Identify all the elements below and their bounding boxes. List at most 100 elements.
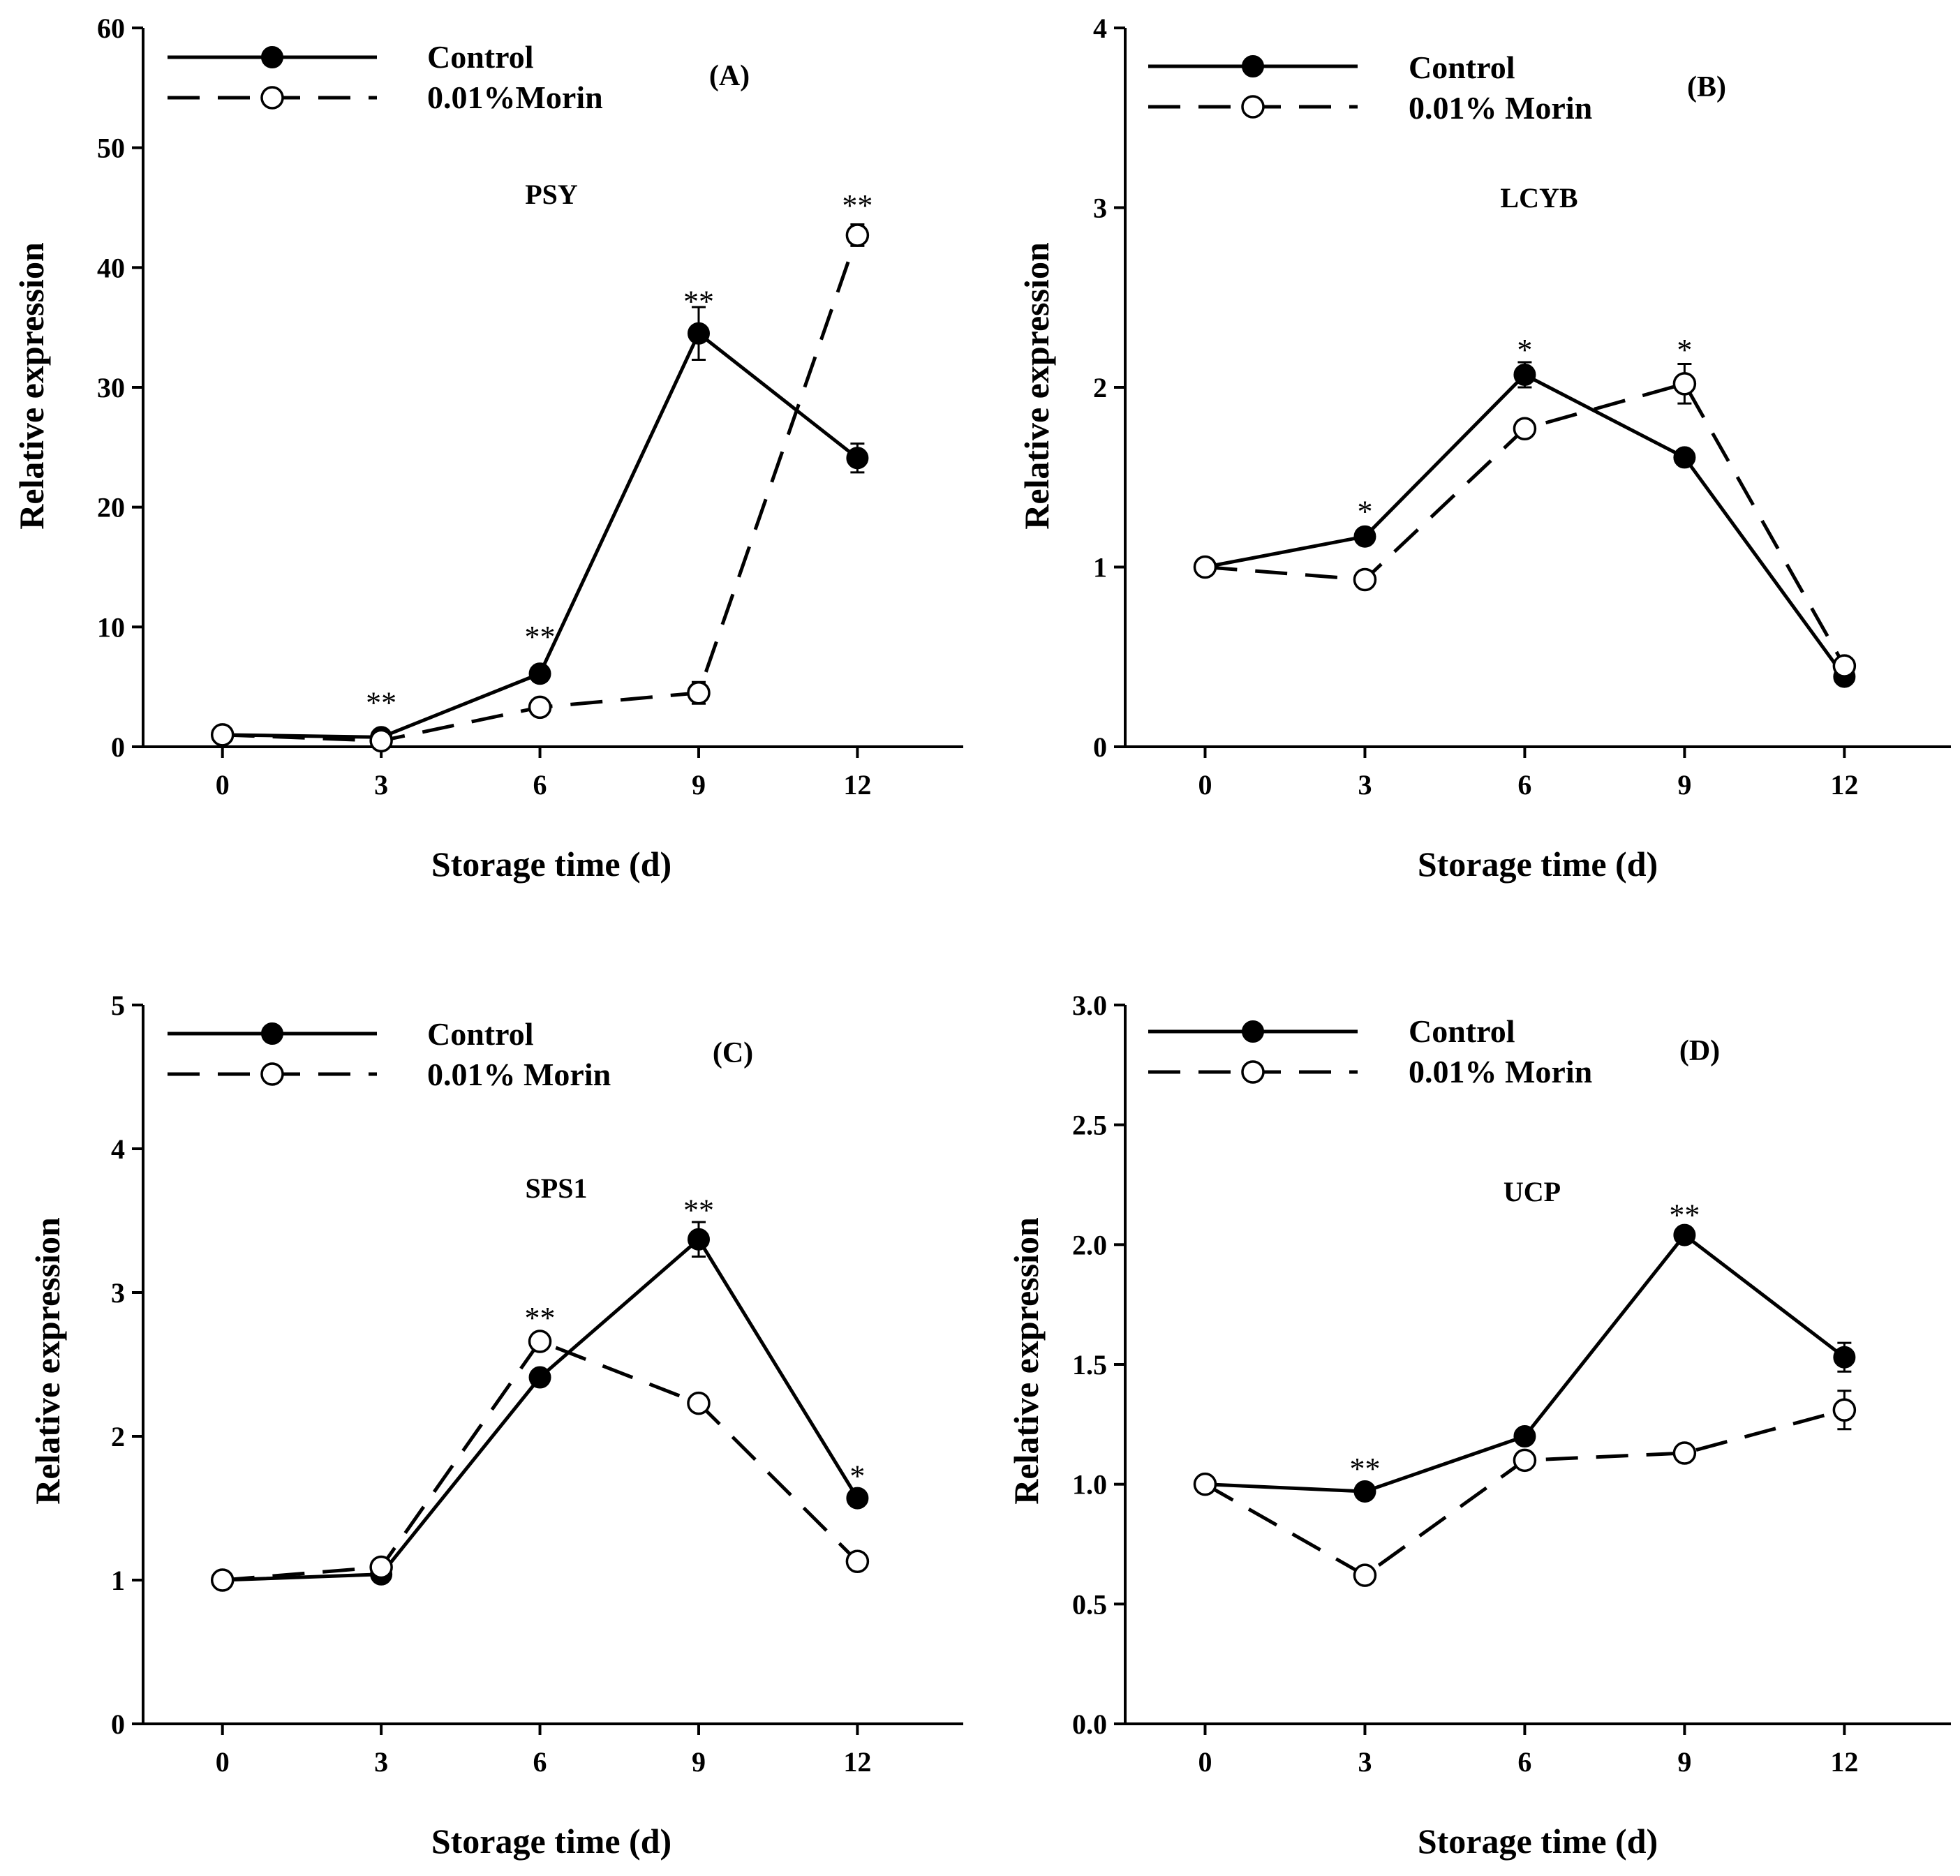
x-tick-label: 9 (692, 1746, 706, 1778)
data-point-control (1353, 525, 1376, 548)
gene-label: PSY (525, 179, 578, 210)
y-tick-label: 1 (1093, 552, 1107, 583)
x-tick-label: 3 (1358, 769, 1372, 801)
series-line-morin (222, 1339, 859, 1582)
x-tick-label: 6 (1517, 769, 1531, 801)
data-point-morin (1672, 1441, 1697, 1465)
significance-marker: * (849, 1459, 865, 1494)
y-tick-label: 0 (111, 731, 125, 763)
legend-label-morin: 0.01%Morin (427, 80, 603, 115)
x-tick-label: 6 (533, 1746, 547, 1778)
data-point-morin (1513, 417, 1537, 440)
y-tick-label: 2.5 (1072, 1110, 1107, 1141)
x-tick-label: 6 (1517, 1746, 1531, 1778)
data-point-control (1513, 363, 1536, 386)
significance-marker: ** (366, 685, 396, 720)
y-axis-label: Relative expression (28, 1217, 67, 1505)
y-tick-label: 5 (111, 990, 125, 1021)
data-point-morin (369, 1555, 393, 1579)
legend-marker-morin (1241, 1060, 1265, 1084)
significance-marker: ** (525, 620, 556, 654)
gene-label: LCYB (1500, 182, 1577, 214)
y-tick-label: 30 (97, 372, 125, 403)
panel-label: (A) (709, 60, 750, 92)
data-point-morin (1193, 1472, 1217, 1496)
legend-marker-control (1242, 55, 1264, 77)
legend-label-morin: 0.01% Morin (1409, 1054, 1592, 1089)
y-tick-label: 4 (111, 1133, 125, 1165)
y-tick-label: 0 (1093, 731, 1107, 763)
data-point-control (1833, 1346, 1856, 1369)
significance-marker: ** (525, 1301, 556, 1335)
data-point-morin (1353, 567, 1377, 592)
y-tick-label: 2 (111, 1421, 125, 1452)
x-tick-label: 3 (1358, 1746, 1372, 1778)
legend-label-morin: 0.01% Morin (1409, 90, 1592, 126)
significance-marker: ** (683, 284, 714, 318)
significance-marker: ** (1349, 1452, 1380, 1486)
y-tick-label: 40 (97, 252, 125, 283)
significance-marker: * (1677, 333, 1692, 367)
y-tick-label: 2.0 (1072, 1229, 1107, 1260)
data-point-control (846, 1487, 869, 1510)
gene-label: SPS1 (526, 1172, 588, 1204)
legend-marker-morin (260, 1062, 284, 1086)
legend-marker-morin (260, 86, 284, 110)
y-tick-label: 1.5 (1072, 1349, 1107, 1380)
y-tick-label: 20 (97, 492, 125, 523)
x-axis-label: Storage time (d) (1418, 1822, 1658, 1861)
data-point-control (846, 447, 869, 470)
y-tick-label: 50 (97, 133, 125, 164)
x-tick-label: 3 (374, 1746, 388, 1778)
data-point-morin (1672, 372, 1697, 396)
y-tick-label: 0.0 (1072, 1708, 1107, 1740)
y-tick-label: 3.0 (1072, 990, 1107, 1021)
x-axis-label: Storage time (d) (431, 844, 671, 884)
y-tick-label: 0 (111, 1708, 125, 1740)
panel-label: (C) (713, 1037, 753, 1069)
panel-label: (B) (1687, 71, 1726, 103)
x-tick-label: 9 (1677, 769, 1691, 801)
legend-label-control: Control (427, 39, 534, 75)
x-axis-label: Storage time (d) (431, 1822, 671, 1861)
data-point-morin (1513, 1448, 1537, 1473)
x-tick-label: 12 (843, 769, 871, 801)
panel-d: UCP (D) Storage time (d) Relative expres… (1007, 990, 1951, 1861)
data-point-morin (210, 723, 235, 747)
data-point-morin (1193, 555, 1217, 579)
data-point-morin (1832, 654, 1857, 678)
data-point-morin (528, 695, 552, 720)
data-point-morin (687, 681, 711, 705)
y-tick-label: 2 (1093, 372, 1107, 403)
data-point-morin (528, 1330, 552, 1353)
y-axis-label: Relative expression (1007, 1217, 1046, 1505)
y-tick-label: 3 (111, 1277, 125, 1309)
x-tick-label: 6 (533, 769, 547, 801)
significance-marker: ** (683, 1193, 714, 1227)
x-tick-label: 0 (1198, 769, 1212, 801)
data-point-morin (845, 1549, 870, 1573)
y-tick-label: 1.0 (1072, 1469, 1107, 1501)
x-tick-label: 3 (374, 769, 388, 801)
significance-marker: ** (1669, 1198, 1700, 1232)
data-point-morin (1353, 1563, 1377, 1587)
y-tick-label: 0.5 (1072, 1588, 1107, 1620)
legend-marker-morin (1241, 95, 1265, 119)
x-tick-label: 12 (843, 1746, 871, 1778)
data-point-morin (1832, 1398, 1857, 1422)
x-tick-label: 0 (216, 1746, 230, 1778)
data-point-control (687, 1228, 710, 1251)
x-axis-label: Storage time (d) (1418, 844, 1658, 884)
y-tick-label: 3 (1093, 193, 1107, 224)
y-tick-label: 60 (97, 13, 125, 44)
panel-b: LCYB (B) Storage time (d) Relative expre… (1017, 13, 1951, 884)
x-tick-label: 0 (1198, 1746, 1212, 1778)
significance-marker: * (1357, 495, 1372, 529)
panel-c: SPS1 (C) Storage time (d) Relative expre… (28, 990, 963, 1861)
gene-label: UCP (1504, 1176, 1561, 1207)
y-tick-label: 1 (111, 1565, 125, 1596)
data-point-morin (369, 729, 393, 753)
data-point-control (528, 662, 551, 685)
x-tick-label: 9 (1677, 1746, 1691, 1778)
